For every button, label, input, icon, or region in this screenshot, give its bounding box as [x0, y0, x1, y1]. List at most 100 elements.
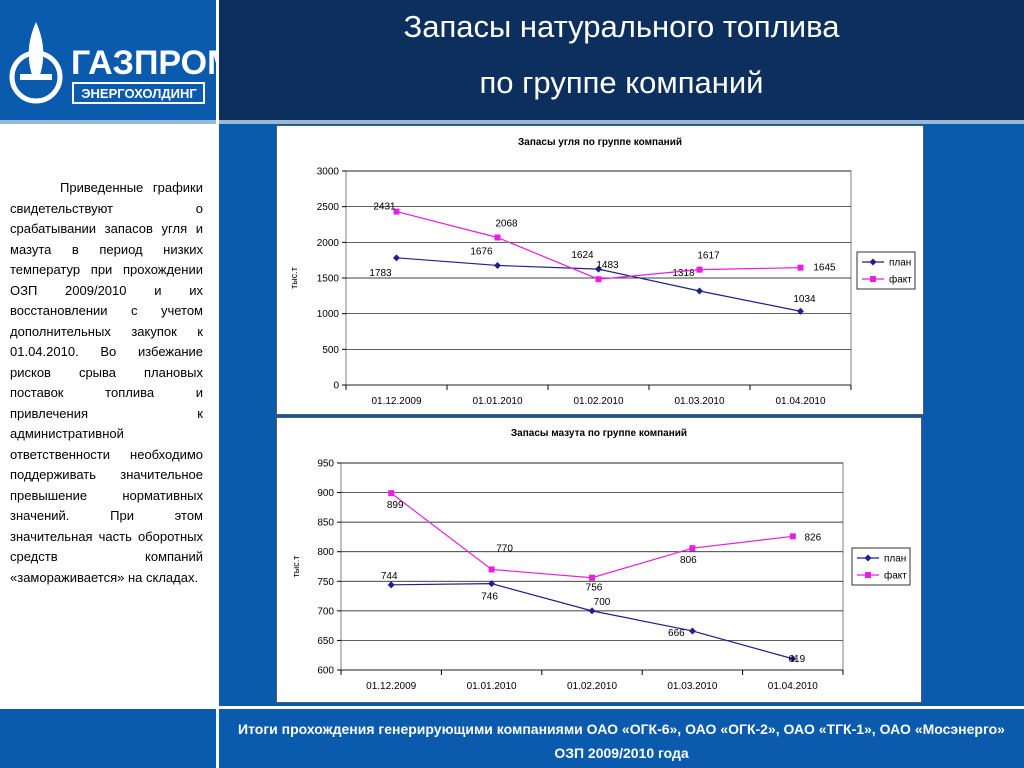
data-point [789, 655, 797, 663]
data-point [797, 264, 804, 271]
legend-label: план [889, 258, 911, 269]
data-point [393, 254, 400, 262]
data-point [789, 533, 796, 540]
y-tick-label: 800 [317, 547, 334, 558]
gazprom-logo: ГАЗПРОМ ЭНЕРГОХОЛДИНГ [9, 22, 235, 104]
legend-box [851, 547, 911, 586]
y-tick-label: 650 [317, 636, 334, 647]
data-label: 899 [387, 500, 404, 511]
data-point [797, 307, 804, 315]
y-tick-label: 1000 [317, 309, 340, 320]
logo-subbrand: ЭНЕРГОХОЛДИНГ [81, 86, 197, 101]
footer: Итоги прохождения генерирующими компания… [219, 709, 1024, 768]
x-tick-label: 01.02.2010 [573, 396, 623, 407]
y-tick-label: 2000 [317, 238, 340, 249]
data-point [589, 574, 595, 581]
data-point [595, 265, 602, 273]
data-point [689, 545, 696, 552]
legend-label: план [884, 554, 906, 565]
data-label: 1617 [697, 251, 720, 262]
data-point [696, 266, 703, 273]
chart-title: Запасы мазута по группе компаний [511, 428, 687, 439]
data-label: 1676 [470, 246, 493, 257]
legend-box [856, 251, 916, 290]
page-title-line1: Запасы натурального топлива [403, 9, 840, 44]
x-tick-label: 01.03.2010 [674, 396, 724, 407]
legend-label: факт [889, 274, 912, 286]
y-tick-label: 0 [333, 381, 339, 392]
x-tick-label: 01.12.2009 [371, 396, 421, 407]
x-tick-label: 01.01.2010 [472, 396, 522, 407]
footer-line1: Итоги прохождения генерирующими компания… [238, 721, 1005, 737]
fuel-oil-chart-svg: Запасы мазута по группе компаний 600 650 70… [291, 428, 911, 692]
y-tick-label: 2500 [317, 202, 340, 213]
y-axis-label: тыс.т [291, 556, 301, 578]
plot-area [340, 462, 844, 671]
x-tick-label: 01.02.2010 [567, 681, 617, 692]
legend-marker [865, 572, 871, 578]
data-label: 806 [680, 555, 697, 566]
flame-icon [9, 22, 63, 104]
data-label: 700 [594, 597, 611, 608]
y-axis-label: тыс.т [289, 267, 299, 289]
divider [0, 120, 1024, 124]
legend-marker [870, 276, 876, 282]
coal-chart: Запасы угля по группе компаний 0 500 1000 15… [276, 125, 924, 415]
footer-left [0, 709, 216, 768]
coal-chart-svg: Запасы угля по группе компаний 0 500 1000 15… [289, 137, 916, 407]
y-tick-label: 500 [322, 345, 339, 356]
y-tick-label: 600 [317, 666, 334, 677]
text-panel: Приведенные графики свидетельствуют о ср… [0, 124, 216, 706]
data-label: 1645 [813, 263, 836, 274]
x-tick-label: 01.04.2010 [775, 396, 825, 407]
data-label: 826 [804, 532, 821, 543]
data-point [488, 566, 495, 573]
page-title-line2: по группе компаний [479, 65, 764, 100]
data-label: 1783 [369, 268, 392, 279]
logo-panel: ГАЗПРОМ ЭНЕРГОХОЛДИНГ [0, 0, 235, 120]
y-tick-label: 950 [317, 459, 334, 470]
divider [216, 0, 219, 768]
data-point [488, 580, 496, 588]
data-point [696, 287, 703, 295]
data-label: 666 [668, 628, 685, 639]
data-label: 2431 [373, 202, 396, 213]
data-point [387, 581, 395, 589]
footer-line2: ОЗП 2009/2010 года [554, 745, 689, 761]
header: Запасы натурального топлива по группе ко… [219, 0, 1024, 120]
chart-title: Запасы угля по группе компаний [518, 137, 682, 148]
legend-marker [869, 258, 877, 266]
data-point [494, 234, 501, 241]
y-tick-label: 700 [317, 606, 334, 617]
data-label: 1034 [793, 294, 816, 305]
legend-label: факт [884, 570, 907, 582]
y-tick-label: 850 [317, 518, 334, 529]
data-label: 1483 [596, 260, 619, 271]
logo-brand: ГАЗПРОМ [71, 44, 217, 82]
x-tick-label: 01.12.2009 [366, 681, 416, 692]
x-tick-label: 01.04.2010 [768, 681, 818, 692]
legend-marker [864, 554, 872, 562]
y-tick-label: 3000 [317, 167, 340, 178]
data-point [393, 208, 400, 215]
fuel-oil-chart: Запасы мазута по группе компаний 600 650 70… [276, 417, 922, 703]
data-label: 770 [496, 543, 513, 554]
y-tick-label: 900 [317, 488, 334, 499]
body-text: Приведенные графики свидетельствуют о ср… [10, 180, 203, 585]
divider [0, 706, 1024, 709]
data-label: 756 [586, 583, 603, 594]
data-label: 1318 [672, 268, 695, 279]
data-point [688, 627, 696, 635]
y-tick-label: 1500 [317, 274, 340, 285]
data-label: 1624 [571, 250, 594, 261]
x-tick-label: 01.01.2010 [467, 681, 517, 692]
y-tick-label: 750 [317, 577, 334, 588]
data-label: 746 [481, 592, 498, 603]
data-label: 619 [788, 654, 805, 665]
data-label: 744 [381, 571, 398, 582]
data-label: 2068 [495, 218, 518, 229]
data-point [595, 276, 602, 283]
data-point [588, 607, 596, 615]
data-point [388, 490, 395, 497]
data-point [494, 261, 501, 269]
